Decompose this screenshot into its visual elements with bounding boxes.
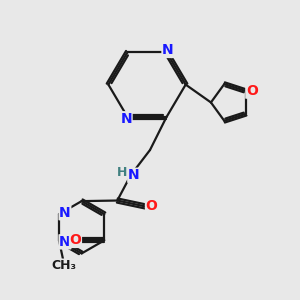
Text: O: O [246,84,258,98]
Text: N: N [120,112,132,126]
Text: N: N [59,206,71,220]
Text: H: H [117,166,127,179]
Text: N: N [162,44,174,57]
Text: N: N [128,168,140,182]
Text: O: O [146,200,158,214]
Text: N: N [59,235,71,249]
Text: O: O [70,233,81,248]
Text: CH₃: CH₃ [51,259,76,272]
